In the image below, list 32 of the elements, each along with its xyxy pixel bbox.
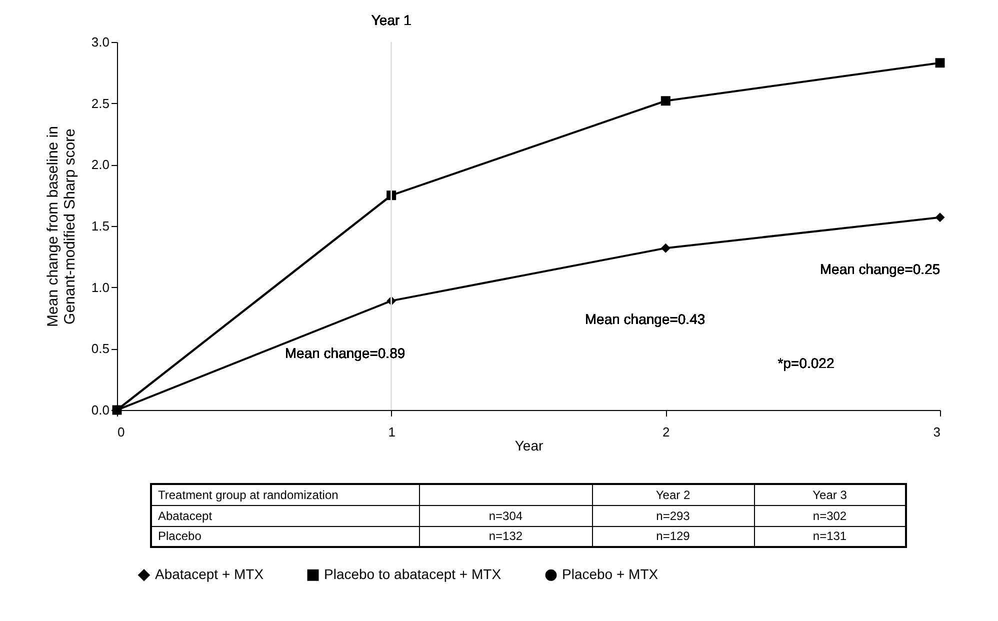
- y-tick-label: 3.0: [91, 34, 110, 50]
- y-axis-title: Mean change from baseline in Genant-modified Sharp score: [44, 126, 78, 327]
- x-tick-label: 0: [118, 424, 125, 440]
- y-tick-label: 1.0: [91, 280, 110, 295]
- annotation: Mean change=0.89: [284, 345, 406, 361]
- annotation: *p=0.022: [778, 355, 834, 371]
- text: n=304: [419, 505, 592, 526]
- legend-label: Placebo to abatacept + MTX: [324, 566, 502, 582]
- y-tick-label: 0.5: [91, 341, 110, 356]
- legend-label: Abatacept + MTX: [155, 566, 264, 582]
- y-tick-label: 0.0: [91, 402, 110, 418]
- text: Placebo: [151, 526, 420, 547]
- x-axis-title: Year: [514, 438, 544, 454]
- text: Treatment group at randomization: [151, 484, 420, 505]
- y-tick-label: 2.5: [91, 96, 110, 111]
- text: n=293: [592, 505, 754, 526]
- x-tick-label: 2: [662, 424, 670, 440]
- text: n=302: [754, 505, 906, 526]
- text: n=132: [419, 526, 592, 547]
- text: n=131: [754, 526, 906, 547]
- legend-label: Placebo + MTX: [562, 566, 659, 582]
- text: Year 2: [592, 484, 754, 505]
- x-tick-label: 1: [388, 424, 396, 440]
- y-tick-label: 1.5: [91, 218, 110, 234]
- text: Year 3: [754, 484, 906, 505]
- ref-line-label: Year 1: [371, 12, 412, 28]
- annotation: Mean change=0.43: [584, 311, 706, 327]
- annotation: Mean change=0.25: [820, 261, 940, 277]
- y-tick-label: 2.0: [91, 157, 110, 172]
- text: n=129: [592, 526, 754, 547]
- x-tick-label: 3: [933, 424, 940, 440]
- text: Abatacept: [151, 505, 420, 526]
